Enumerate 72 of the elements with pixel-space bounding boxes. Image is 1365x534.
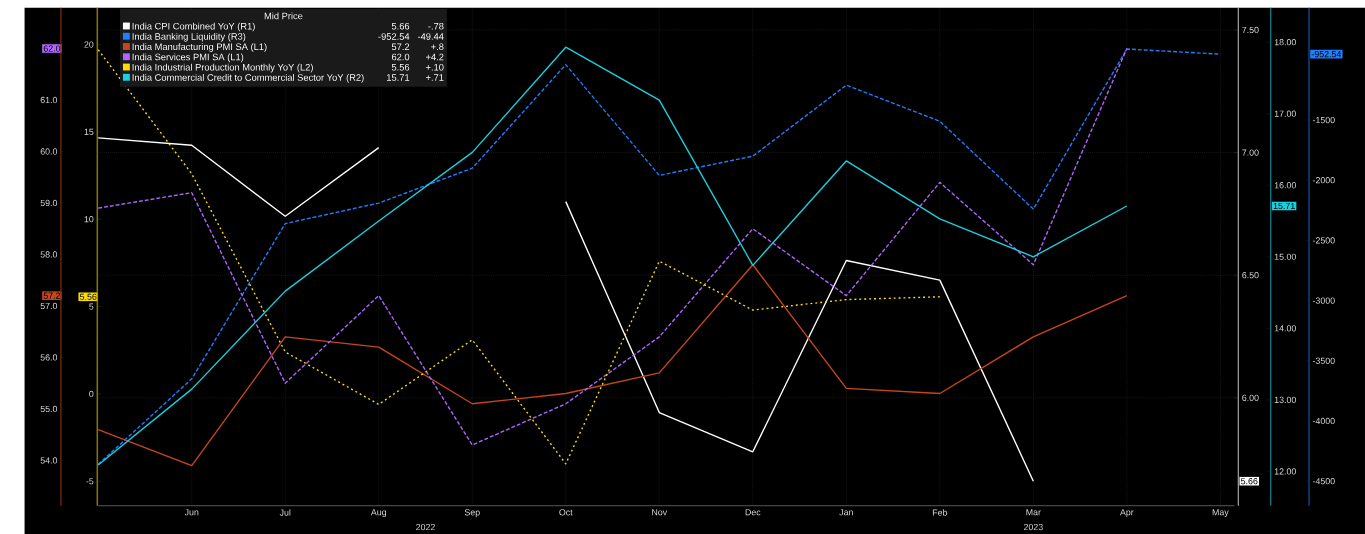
y-tick-label: 57.0 [40, 302, 58, 309]
y3-tick-label: 15.00 [1274, 253, 1296, 260]
x-tick-label: Jun [184, 509, 199, 516]
y2-tick-label: -3000 [1312, 297, 1335, 304]
y3-tick-label: 17.00 [1274, 110, 1296, 117]
y2-tick-label: -1500 [1312, 116, 1335, 124]
x-tick-label: May [1212, 509, 1229, 518]
text: 15.71 [1273, 202, 1295, 209]
y-tick-label: 7.00 [1242, 149, 1259, 156]
y2-tick-label: 15 [84, 128, 94, 135]
legend-title: Mid Price [264, 12, 303, 20]
y-tick-label: 59.0 [40, 199, 58, 207]
x-tick-label: Sep [464, 509, 480, 518]
y2-tick-label: -5 [86, 478, 94, 485]
y3-tick-label: 12.00 [1274, 468, 1296, 475]
annotation: -49.44 [417, 33, 444, 40]
annotation: -952.54 [378, 33, 410, 40]
y-tick-label: 60.0 [40, 148, 58, 155]
y2-tick-label: -4500 [1312, 477, 1335, 485]
x-tick-label: Dec [745, 509, 761, 516]
annotation: 62.0 [391, 53, 410, 61]
y2-tick-label: 20 [84, 41, 94, 48]
y-tick-label: 6.50 [1242, 271, 1259, 279]
y-tick-label: 54.0 [40, 457, 58, 464]
x-tick-label: Apr [1119, 509, 1134, 518]
text: 62.0 [43, 45, 61, 52]
y3-tick-label: 16.00 [1274, 182, 1296, 189]
y3-tick-label: 13.00 [1274, 396, 1296, 403]
x-tick-label: Nov [652, 509, 668, 516]
annotation: 5.66 [391, 22, 410, 30]
y2-tick-label: 10 [84, 216, 94, 223]
legend-label: India Manufacturing PMI SA (L1) [132, 43, 267, 52]
y-tick-label: 61.0 [40, 96, 58, 104]
y3-tick-label: 14.00 [1274, 325, 1296, 332]
y2-tick-label: 0 [89, 390, 94, 397]
y2-tick-label: -4000 [1312, 417, 1335, 425]
y2-tick-label: -3500 [1312, 357, 1335, 364]
y-tick-label: 56.0 [40, 354, 58, 361]
x-tick-label: Oct [559, 509, 573, 516]
y-tick-label: 55.0 [40, 405, 58, 412]
text: -952.54 [1311, 50, 1342, 58]
annotation: +4.2 [425, 53, 444, 61]
text: 2022 [416, 523, 435, 531]
text: 2023 [1023, 523, 1043, 531]
text: 57.2 [43, 292, 61, 299]
legend-label: India Industrial Production Monthly YoY (L2) [132, 63, 313, 73]
y-tick-label: 58.0 [40, 251, 58, 258]
y3-tick-label: 18.00 [1274, 38, 1296, 46]
annotation: -.78 [428, 22, 444, 30]
y-tick-label: 7.50 [1242, 26, 1259, 33]
line-series [97, 263, 1128, 467]
text: 5.66 [1241, 477, 1258, 485]
annotation: +.8 [431, 43, 444, 50]
legend-label: India Services PMI SA (L1) [132, 53, 244, 63]
annotation: 57.2 [391, 43, 410, 50]
x-tick-label: Jan [839, 509, 853, 516]
x-tick-label: Jul [279, 509, 291, 516]
annotation: 5.56 [391, 63, 410, 71]
annotation: 15.71 [386, 74, 410, 81]
y-tick-label: 6.00 [1242, 394, 1259, 401]
annotation: +.10 [425, 63, 444, 71]
x-tick-label: Mar [1026, 509, 1041, 516]
annotation: +.71 [425, 74, 444, 81]
legend-label: India Commercial Credit to Commercial Sector YoY (R2) [132, 73, 364, 83]
text: 5.56 [80, 293, 97, 300]
legend-label: India CPI Combined YoY (R1) [132, 22, 255, 32]
x-tick-label: Feb [932, 509, 948, 516]
y2-tick-label: -2000 [1312, 177, 1335, 184]
x-tick-label: Aug [370, 509, 387, 518]
y2-tick-label: 5 [89, 303, 94, 310]
legend-label: India Banking Liquidity (R3) [132, 32, 246, 42]
y2-tick-label: -2500 [1312, 237, 1335, 244]
